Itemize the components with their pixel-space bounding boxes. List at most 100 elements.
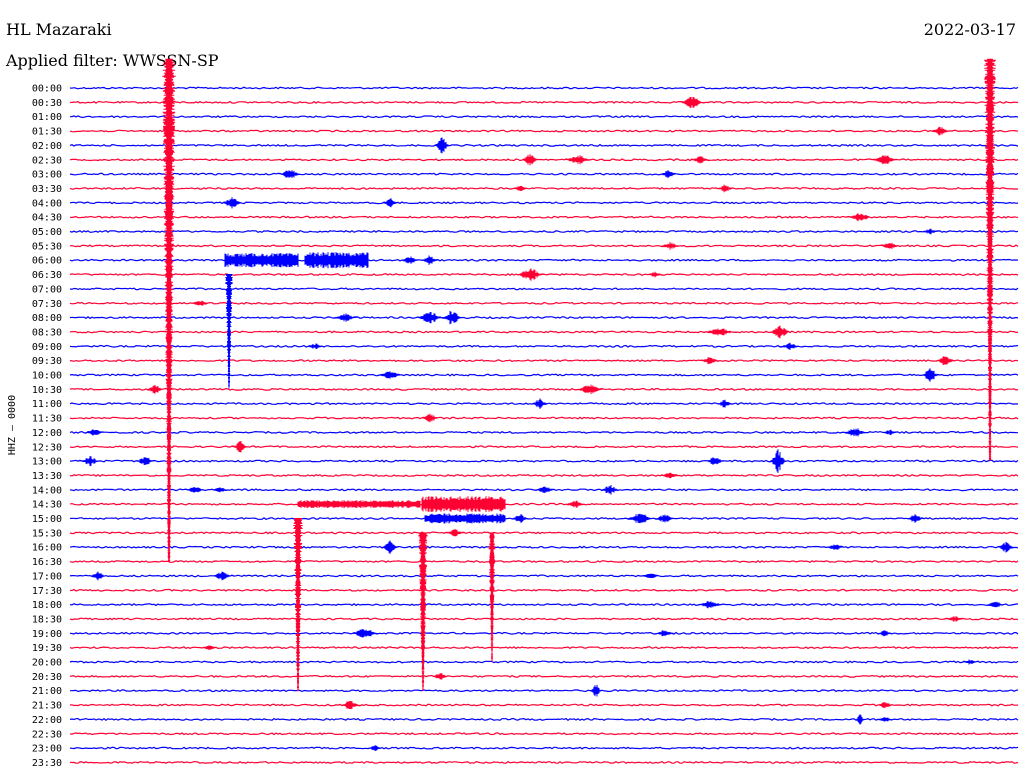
event-burst xyxy=(944,616,966,622)
event-burst xyxy=(201,645,219,650)
event-burst xyxy=(876,630,894,637)
time-tick-label: 16:00 xyxy=(32,543,62,554)
event-burst xyxy=(350,629,380,638)
event-burst xyxy=(659,472,681,479)
event-burst xyxy=(699,357,721,365)
time-tick-label: 11:30 xyxy=(32,414,62,425)
event-burst xyxy=(515,268,545,281)
event-burst xyxy=(906,514,924,523)
trace-line xyxy=(69,760,1019,764)
trace-line xyxy=(69,344,1019,348)
trace-line xyxy=(69,229,1019,234)
event-burst xyxy=(339,701,361,710)
time-tick-label: 19:30 xyxy=(32,643,62,654)
time-tick-label: 05:00 xyxy=(32,227,62,238)
event-burst xyxy=(221,197,243,209)
trace-line xyxy=(69,143,1019,147)
large-event-spike xyxy=(162,58,176,562)
time-tick-label: 20:00 xyxy=(32,658,62,669)
time-tick-label: 21:00 xyxy=(32,686,62,697)
large-event-spike xyxy=(225,274,233,390)
trace-line xyxy=(69,517,1019,520)
noise-block xyxy=(224,253,299,268)
trace-line xyxy=(69,129,1019,133)
event-burst xyxy=(531,398,549,409)
event-burst xyxy=(89,571,107,581)
trace-line xyxy=(69,100,1019,104)
event-burst xyxy=(842,428,868,437)
event-burst xyxy=(919,228,941,235)
event-burst xyxy=(879,242,901,249)
event-burst xyxy=(701,328,739,336)
event-burst xyxy=(599,485,621,495)
trace-line xyxy=(69,646,1019,650)
event-burst xyxy=(79,456,101,467)
time-tick-label: 03:30 xyxy=(32,184,62,195)
noise-block xyxy=(424,513,506,524)
event-burst xyxy=(534,486,556,493)
event-burst xyxy=(769,449,787,473)
traces xyxy=(69,58,1019,764)
event-burst xyxy=(332,313,358,322)
event-burst xyxy=(646,271,664,278)
time-tick-label: 09:00 xyxy=(32,342,62,353)
trace-line xyxy=(69,473,1019,477)
channel-label: HHZ – 0000 xyxy=(7,395,18,455)
trace-line xyxy=(69,545,1019,549)
time-tick-label: 01:00 xyxy=(32,112,62,123)
event-burst xyxy=(415,312,445,324)
trace-line xyxy=(69,502,1019,506)
event-burst xyxy=(381,540,399,554)
event-burst xyxy=(847,213,873,222)
event-burst xyxy=(695,601,725,609)
time-tick-label: 07:00 xyxy=(32,284,62,295)
event-burst xyxy=(377,371,403,379)
trace-line xyxy=(69,186,1019,190)
time-tick-label: 13:30 xyxy=(32,471,62,482)
time-tick-label: 00:30 xyxy=(32,98,62,109)
event-burst xyxy=(654,630,676,637)
event-burst xyxy=(625,513,655,524)
noise-block xyxy=(297,500,421,509)
event-burst xyxy=(211,487,229,493)
trace-line xyxy=(69,617,1019,621)
trace-line xyxy=(69,201,1019,205)
event-burst xyxy=(689,156,711,164)
trace-line xyxy=(69,115,1019,119)
time-tick-label: 13:00 xyxy=(32,457,62,468)
time-tick-label: 03:00 xyxy=(32,170,62,181)
time-tick-label: 22:00 xyxy=(32,715,62,726)
time-tick-label: 15:00 xyxy=(32,514,62,525)
time-tick-label: 08:00 xyxy=(32,313,62,324)
time-tick-label: 04:00 xyxy=(32,198,62,209)
event-burst xyxy=(659,170,677,179)
time-tick-label: 00:00 xyxy=(32,84,62,95)
trace-line xyxy=(69,631,1019,635)
trace-line xyxy=(69,588,1019,592)
time-tick-label: 06:00 xyxy=(32,256,62,267)
large-event-spike xyxy=(293,518,303,691)
event-burst xyxy=(575,384,605,395)
date-label: 2022-03-17 xyxy=(924,20,1016,39)
event-burst xyxy=(716,399,734,408)
time-tick-label: 23:30 xyxy=(32,758,62,769)
trace-line xyxy=(69,703,1019,707)
trace-line xyxy=(69,172,1019,176)
event-burst xyxy=(769,325,791,339)
time-tick-label: 19:00 xyxy=(32,629,62,640)
trace-line xyxy=(69,373,1019,377)
trace-line xyxy=(69,244,1019,248)
event-burst xyxy=(419,255,441,265)
event-burst xyxy=(189,300,211,306)
trace-line xyxy=(69,560,1019,564)
trace-line xyxy=(69,430,1018,434)
event-burst xyxy=(511,185,529,191)
event-burst xyxy=(366,745,384,751)
trace-line xyxy=(69,746,1019,750)
event-burst xyxy=(876,702,894,709)
time-tick-label: 01:30 xyxy=(32,127,62,138)
event-burst xyxy=(433,137,451,154)
time-tick-label: 15:30 xyxy=(32,528,62,539)
trace-line xyxy=(69,445,1019,449)
event-burst xyxy=(997,541,1015,553)
